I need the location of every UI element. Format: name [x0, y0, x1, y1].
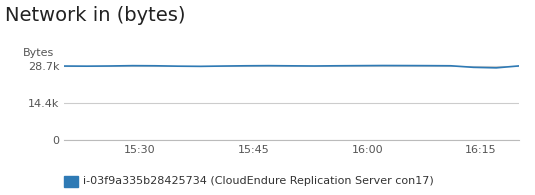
- Text: Network in (bytes): Network in (bytes): [5, 6, 186, 25]
- Text: Bytes: Bytes: [24, 48, 55, 58]
- Text: i-03f9a335b28425734 (CloudEndure Replication Server con17): i-03f9a335b28425734 (CloudEndure Replica…: [83, 176, 434, 186]
